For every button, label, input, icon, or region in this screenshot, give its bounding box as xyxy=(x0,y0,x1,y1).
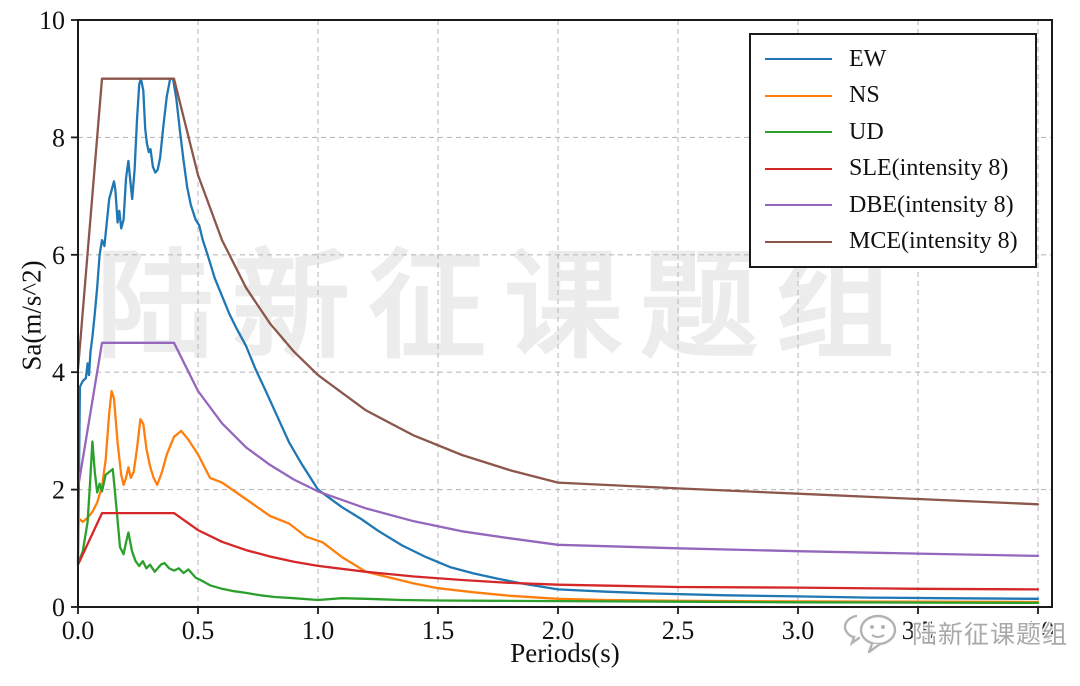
x-tick-label: 0.0 xyxy=(62,616,95,645)
legend-line-sample xyxy=(765,94,832,97)
legend-item: DBE(intensity 8) xyxy=(751,188,1035,222)
legend-line-sample xyxy=(765,58,832,61)
x-tick-label: 2.5 xyxy=(662,616,695,645)
series-line-ud xyxy=(76,440,1040,605)
legend: EW NS UD SLE(intensity 8) DBE(intensity 8) MC… xyxy=(749,33,1037,268)
y-tick-label: 8 xyxy=(52,123,65,152)
legend-label: EW xyxy=(849,45,887,72)
series-line-mce-intensity-8- xyxy=(76,77,1040,506)
watermark-badge-text: 陆新征课题组 xyxy=(912,621,1069,649)
legend-label: NS xyxy=(849,82,880,109)
legend-label: UD xyxy=(849,118,884,145)
wechat-chat-bubbles-icon xyxy=(843,614,897,654)
legend-item: MCE(intensity 8) xyxy=(751,225,1035,259)
y-axis-label: Sa(m/s^2) xyxy=(16,260,47,371)
legend-item: EW xyxy=(751,42,1035,76)
x-axis-label: Periods(s) xyxy=(510,638,620,668)
y-tick-label: 6 xyxy=(52,241,65,270)
legend-item: UD xyxy=(751,115,1035,149)
y-tick-label: 10 xyxy=(39,6,65,35)
legend-line-sample xyxy=(765,131,832,134)
series-line-ew xyxy=(76,77,1040,600)
x-tick-label: 3.0 xyxy=(782,616,815,645)
x-tick-label: 1.0 xyxy=(302,616,335,645)
plot-spines xyxy=(77,19,1053,608)
legend-item: NS xyxy=(751,79,1035,113)
x-tick-label: 3.5 xyxy=(902,616,935,645)
legend-line-sample xyxy=(765,167,832,170)
watermark-badge: 陆新征课题组 xyxy=(842,608,1068,658)
x-tick-label: 2.0 xyxy=(542,616,575,645)
series-line-sle-intensity-8- xyxy=(76,511,1040,591)
legend-label: MCE(intensity 8) xyxy=(849,228,1018,255)
x-tick-label: 4.0 xyxy=(1022,616,1055,645)
legend-line-sample xyxy=(765,204,832,207)
x-tick-label: 0.5 xyxy=(182,616,215,645)
x-tick-label: 1.5 xyxy=(422,616,455,645)
legend-label: DBE(intensity 8) xyxy=(849,191,1014,218)
series-line-ns xyxy=(76,389,1040,604)
legend-item: SLE(intensity 8) xyxy=(751,152,1035,186)
legend-label: SLE(intensity 8) xyxy=(849,155,1009,182)
y-tick-label: 4 xyxy=(52,358,65,387)
y-tick-label: 0 xyxy=(52,593,65,622)
series-line-dbe-intensity-8- xyxy=(76,341,1040,558)
legend-line-sample xyxy=(765,240,832,243)
y-tick-label: 2 xyxy=(52,476,65,505)
